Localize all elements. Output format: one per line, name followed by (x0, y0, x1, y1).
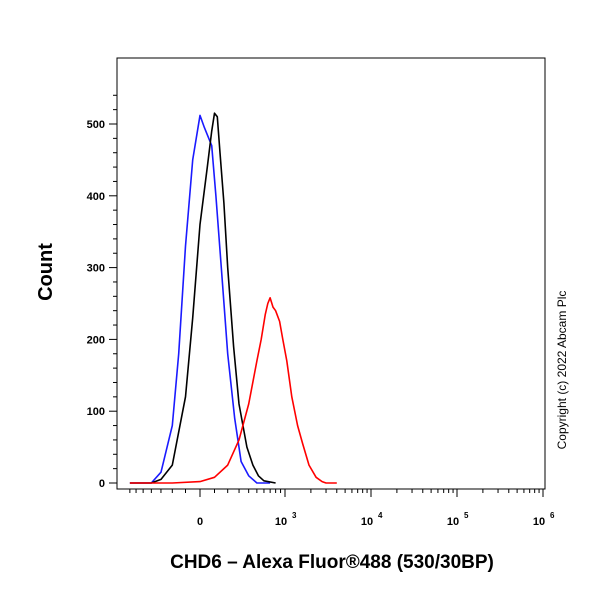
x-tick-label: 10 (533, 516, 545, 528)
x-tick-exponent: 5 (464, 511, 469, 520)
x-tick-exponent: 3 (292, 511, 297, 520)
x-tick-label: 10 (275, 516, 287, 528)
x-tick-label: 10 (447, 516, 459, 528)
x-axis: 0 10 3 10 4 10 5 10 6 (129, 489, 555, 528)
y-tick-label: 400 (87, 191, 105, 203)
y-axis: 0 100 200 300 400 500 (87, 94, 117, 490)
x-tick-label: 10 (361, 516, 373, 528)
y-tick-label: 300 (87, 263, 105, 275)
copyright-text: Copyright (c) 2022 Abcam Plc (555, 291, 569, 450)
plot-frame (116, 57, 546, 490)
y-tick-label: 100 (87, 406, 105, 418)
y-tick-label: 200 (87, 334, 105, 346)
y-tick-label: 0 (99, 478, 105, 490)
series-line-1 (129, 114, 271, 484)
y-axis-label: Count (35, 243, 57, 301)
x-tick-exponent: 6 (550, 511, 555, 520)
series-group (129, 112, 337, 484)
x-tick-label: 0 (197, 516, 203, 528)
x-axis-label: CHD6 – Alexa Fluor®488 (530/30BP) (170, 552, 494, 573)
y-tick-label: 500 (87, 119, 105, 131)
series-line-3 (129, 297, 337, 484)
series-line-2 (129, 112, 276, 484)
x-tick-exponent: 4 (378, 511, 383, 520)
